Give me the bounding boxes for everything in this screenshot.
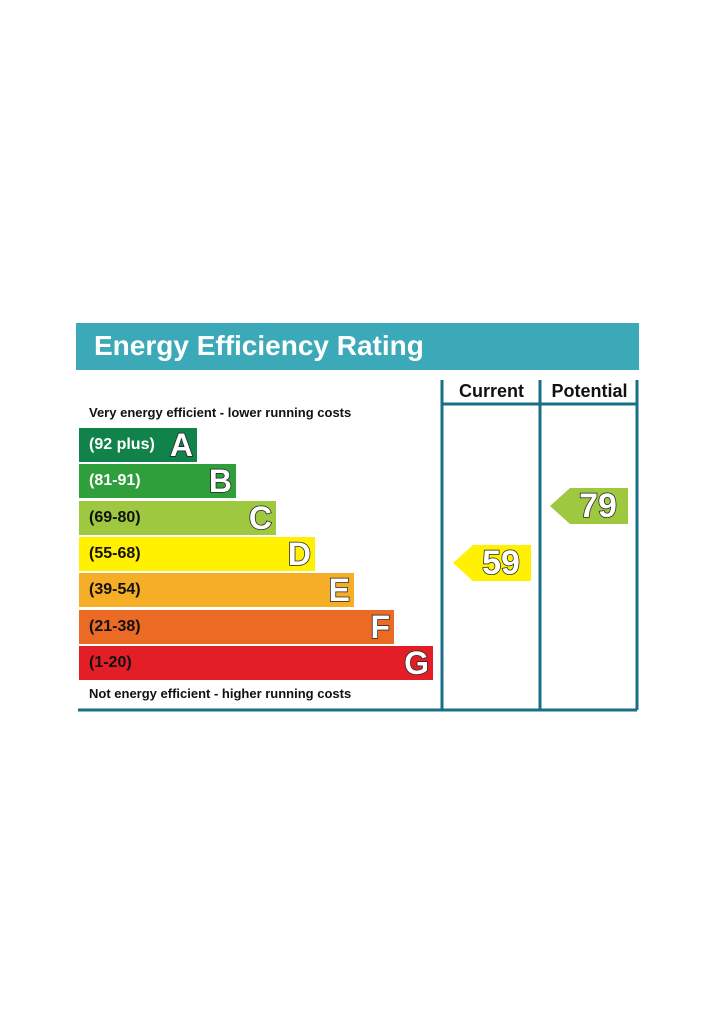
band-f: (21-38) F [79,608,394,646]
current-rating-value: 59 [481,543,520,583]
band-g: (1-20) G [79,644,433,682]
potential-column-header: Potential [551,381,628,401]
band-range-label: (21-38) [89,618,141,635]
band-letter-label: B [208,462,233,500]
band-letter-label: A [169,426,194,464]
current-column-header: Current [458,381,524,401]
band-range-label: (39-54) [89,581,141,598]
title-bar: Energy Efficiency Rating [76,323,639,370]
current-rating-arrow [453,545,531,581]
band-letter-label: C [248,499,273,537]
band-b: (81-91) B [79,462,236,500]
band-range-label: (81-91) [89,472,141,489]
potential-rating-arrow [550,488,628,524]
band-letter-label: G [403,644,429,682]
band-letter-label: D [287,535,312,573]
band-range-label: (69-80) [89,509,141,526]
band-letter-label: F [370,608,391,646]
band-letter-label: E [328,571,351,609]
current-rating-marker: 59 [453,543,531,583]
chart-title: Energy Efficiency Rating [94,330,424,361]
band-range-label: (55-68) [89,545,141,562]
top-caption: Very energy efficient - lower running co… [89,405,352,420]
potential-rating-marker: 79 [550,486,628,526]
band-d: (55-68) D [79,535,315,573]
bottom-caption: Not energy efficient - higher running co… [89,686,352,701]
band-e: (39-54) E [79,571,354,609]
band-c: (69-80) C [79,499,276,537]
band-range-label: (92 plus) [89,436,155,453]
potential-rating-value: 79 [578,486,617,526]
band-range-label: (1-20) [89,654,132,671]
band-a: (92 plus) A [79,426,197,464]
